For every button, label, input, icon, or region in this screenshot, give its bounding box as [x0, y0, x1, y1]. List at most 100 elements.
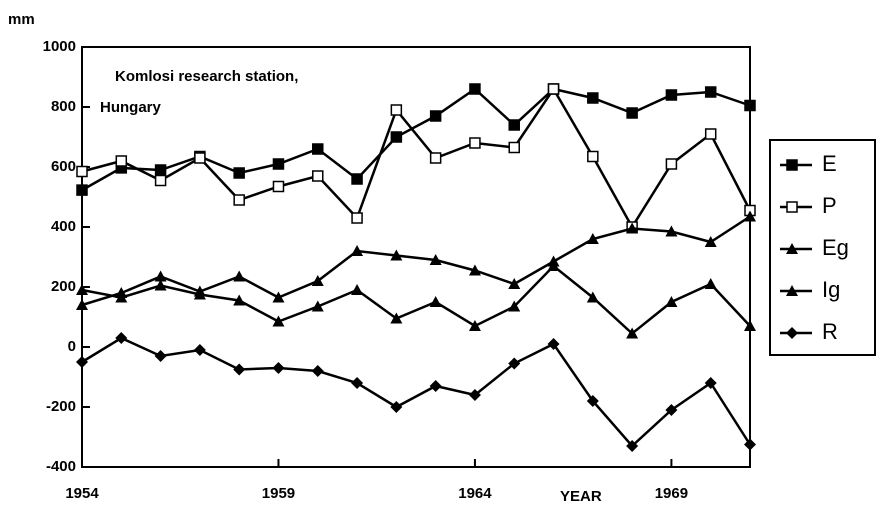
data-point: [508, 300, 521, 312]
data-point: [351, 212, 363, 224]
data-point: [233, 270, 246, 282]
data-point: [586, 233, 599, 244]
data-point: [704, 377, 717, 389]
data-point: [468, 264, 481, 276]
data-point: [469, 137, 481, 149]
data-point: [76, 299, 88, 310]
x-tick-label: 1969: [655, 485, 688, 502]
data-point: [194, 152, 206, 164]
series-line: [81, 215, 751, 307]
data-point: [429, 254, 442, 265]
data-point: [744, 438, 756, 451]
data-point: [272, 158, 285, 170]
legend-marker: [786, 159, 798, 171]
data-point: [429, 110, 442, 122]
data-point: [193, 288, 206, 300]
data-point: [193, 344, 206, 356]
data-point: [508, 357, 521, 370]
data-point: [312, 143, 324, 155]
data-point: [587, 92, 599, 104]
plot-frame: [81, 46, 751, 468]
data-point: [76, 356, 88, 368]
y-axis-label: mm: [8, 11, 35, 28]
data-point: [704, 128, 717, 140]
data-point: [272, 291, 285, 303]
data-point: [665, 404, 678, 416]
data-point: [76, 165, 88, 178]
data-point: [547, 338, 560, 350]
legend-marker: [786, 201, 798, 213]
data-point: [508, 278, 521, 289]
data-point: [233, 294, 246, 306]
data-point: [744, 99, 756, 112]
data-point: [154, 279, 167, 291]
y-tick-label: 800: [51, 98, 76, 115]
data-point: [233, 167, 245, 179]
data-point: [665, 158, 678, 170]
x-axis-label: YEAR: [560, 488, 602, 505]
data-point: [272, 180, 285, 193]
data-point: [390, 249, 403, 261]
data-point: [154, 270, 167, 282]
series-line: [81, 336, 752, 448]
legend-label: E: [822, 151, 837, 176]
x-tick-label: 1954: [65, 485, 99, 502]
legend-marker: [786, 285, 798, 296]
data-point: [468, 389, 481, 401]
data-point: [587, 150, 599, 163]
data-point: [154, 174, 167, 187]
data-point: [351, 284, 364, 295]
data-point: [233, 363, 246, 376]
data-point: [744, 320, 756, 331]
legend-label: R: [822, 319, 838, 344]
data-point: [115, 291, 128, 303]
data-point: [351, 377, 364, 389]
data-point: [76, 284, 88, 295]
data-point: [311, 275, 324, 286]
data-point: [665, 89, 678, 101]
data-point: [76, 184, 88, 196]
y-tick-label: -400: [46, 458, 76, 475]
x-tick-label: 1959: [262, 485, 295, 502]
series-line: [81, 264, 751, 336]
annotation: Komlosi research station,: [115, 68, 298, 85]
data-point: [626, 327, 639, 339]
data-point: [626, 222, 639, 234]
data-point: [744, 210, 756, 222]
data-point: [233, 194, 245, 206]
series-line: [81, 86, 752, 230]
legend-box: [769, 139, 876, 356]
data-point: [154, 164, 167, 176]
data-point: [311, 365, 324, 377]
data-point: [547, 260, 560, 271]
legend-label: P: [822, 193, 837, 218]
data-point: [115, 332, 128, 344]
legend-label: Eg: [822, 235, 849, 260]
data-point: [469, 83, 481, 95]
annotation: Hungary: [100, 99, 162, 116]
data-point: [586, 291, 599, 303]
legend-marker: [786, 243, 798, 254]
data-point: [547, 83, 560, 95]
data-point: [626, 440, 639, 452]
data-point: [704, 236, 717, 247]
y-tick-label: 600: [51, 158, 76, 175]
series-line: [81, 87, 751, 192]
data-point: [390, 401, 403, 413]
y-tick-label: 0: [68, 338, 76, 355]
data-point: [429, 380, 442, 392]
data-point: [272, 315, 285, 327]
data-point: [704, 278, 717, 289]
data-point: [429, 152, 442, 164]
data-point: [390, 131, 403, 143]
data-point: [586, 395, 599, 407]
legend-marker: [786, 327, 798, 339]
data-point: [429, 296, 442, 307]
data-point: [508, 119, 520, 131]
data-point: [311, 300, 324, 312]
y-tick-label: -200: [46, 398, 76, 415]
data-point: [154, 350, 167, 362]
data-point: [468, 320, 481, 331]
data-point: [272, 362, 285, 374]
